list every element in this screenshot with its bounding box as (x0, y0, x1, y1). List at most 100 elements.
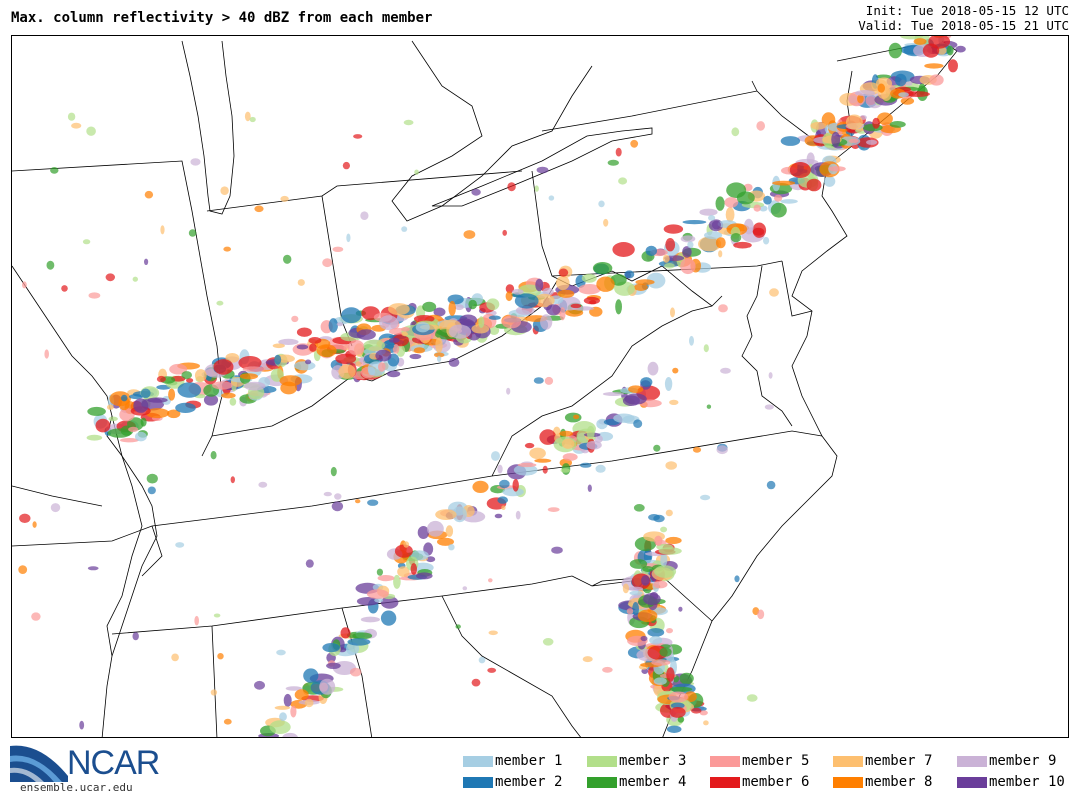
reflectivity-cell (666, 628, 673, 634)
reflectivity-cell (305, 359, 312, 365)
reflectivity-cell (118, 396, 130, 411)
reflectivity-cell (669, 686, 693, 692)
reflectivity-cell (627, 586, 643, 591)
reflectivity-cell (334, 493, 342, 500)
legend-item: member 6 (710, 774, 809, 790)
reflectivity-cell (810, 121, 827, 130)
reflectivity-cell (335, 353, 357, 364)
reflectivity-cell (401, 226, 408, 232)
reflectivity-cell (269, 720, 291, 734)
reflectivity-cell (618, 177, 628, 185)
reflectivity-cell (422, 301, 437, 312)
reflectivity-cell (633, 504, 645, 512)
reflectivity-cell (529, 447, 546, 459)
reflectivity-cell (615, 147, 622, 157)
reflectivity-cell (146, 473, 158, 484)
legend-swatch (587, 755, 617, 767)
reflectivity-cell (610, 274, 627, 286)
reflectivity-cell (471, 678, 481, 687)
legend-item: member 2 (463, 774, 562, 790)
reflectivity-cell (87, 406, 106, 416)
reflectivity-cell (770, 202, 787, 218)
reflectivity-cell (88, 292, 101, 299)
reflectivity-cell (848, 138, 859, 143)
reflectivity-cell (731, 127, 740, 137)
reflectivity-cell (662, 254, 670, 263)
legend-item: member 1 (463, 753, 562, 769)
reflectivity-blobs (18, 36, 966, 737)
legend-swatch (957, 755, 987, 767)
reflectivity-cell (501, 315, 522, 329)
reflectivity-cell (459, 314, 478, 326)
reflectivity-cell (502, 487, 524, 497)
reflectivity-cell (323, 491, 332, 497)
reflectivity-cell (602, 666, 613, 673)
reflectivity-cell (415, 322, 430, 333)
reflectivity-cell (223, 246, 231, 252)
reflectivity-cell (346, 233, 351, 243)
reflectivity-cell (87, 566, 99, 571)
reflectivity-cell (666, 725, 682, 733)
reflectivity-cell (704, 231, 723, 240)
reflectivity-cell (763, 195, 772, 205)
reflectivity-cell (220, 186, 229, 195)
reflectivity-cell (888, 42, 902, 59)
reflectivity-cell (648, 514, 660, 521)
reflectivity-cell (71, 122, 82, 129)
valid-time: Valid: Tue 2018-05-15 21 UTC (858, 18, 1069, 33)
reflectivity-cell (668, 691, 688, 703)
reflectivity-cell (558, 268, 569, 277)
reflectivity-cell (535, 278, 544, 292)
reflectivity-cell (806, 178, 822, 192)
legend-label: member 1 (495, 753, 563, 769)
reflectivity-cell (462, 586, 468, 591)
reflectivity-cell (649, 636, 663, 645)
reflectivity-cell (857, 94, 864, 104)
reflectivity-cell (50, 503, 61, 513)
reflectivity-cell (156, 375, 166, 383)
reflectivity-cell (448, 324, 472, 339)
reflectivity-cell (392, 334, 409, 347)
init-time: Init: Tue 2018-05-15 12 UTC (865, 3, 1069, 18)
reflectivity-cell (955, 45, 966, 53)
reflectivity-cell (293, 361, 316, 371)
reflectivity-cell (426, 556, 436, 563)
reflectivity-cell (507, 182, 516, 192)
reflectivity-cell (360, 616, 380, 623)
reflectivity-cell (718, 304, 728, 313)
reflectivity-cell (889, 121, 906, 128)
reflectivity-cell (877, 83, 885, 93)
reflectivity-cell (502, 229, 508, 236)
reflectivity-cell (689, 335, 694, 346)
reflectivity-cell (379, 315, 399, 331)
reflectivity-cell (194, 615, 199, 626)
reflectivity-cell (448, 544, 455, 551)
reflectivity-cell (452, 506, 467, 523)
reflectivity-cell (629, 559, 648, 569)
reflectivity-cell (559, 430, 573, 437)
reflectivity-cell (823, 175, 836, 187)
reflectivity-cell (746, 694, 758, 702)
reflectivity-cell (855, 90, 875, 97)
legend-label: member 8 (865, 774, 933, 790)
reflectivity-cell (44, 349, 49, 359)
reflectivity-cell (216, 300, 224, 306)
reflectivity-cell (680, 258, 696, 275)
reflectivity-cell (533, 377, 544, 384)
reflectivity-cell (210, 451, 217, 460)
reflectivity-cell (168, 388, 176, 401)
reflectivity-cell (534, 458, 552, 463)
reflectivity-cell (895, 73, 907, 87)
reflectivity-cell (866, 139, 878, 145)
reflectivity-cell (414, 169, 419, 175)
reflectivity-cell (653, 444, 661, 452)
reflectivity-cell (278, 338, 299, 345)
legend-label: member 3 (619, 753, 687, 769)
reflectivity-cell (478, 316, 485, 328)
reflectivity-cell (536, 166, 549, 174)
reflectivity-cell (626, 608, 634, 615)
reflectivity-cell (669, 399, 679, 405)
reflectivity-cell (296, 327, 312, 337)
reflectivity-cell (455, 624, 461, 629)
reflectivity-cell (338, 364, 356, 379)
